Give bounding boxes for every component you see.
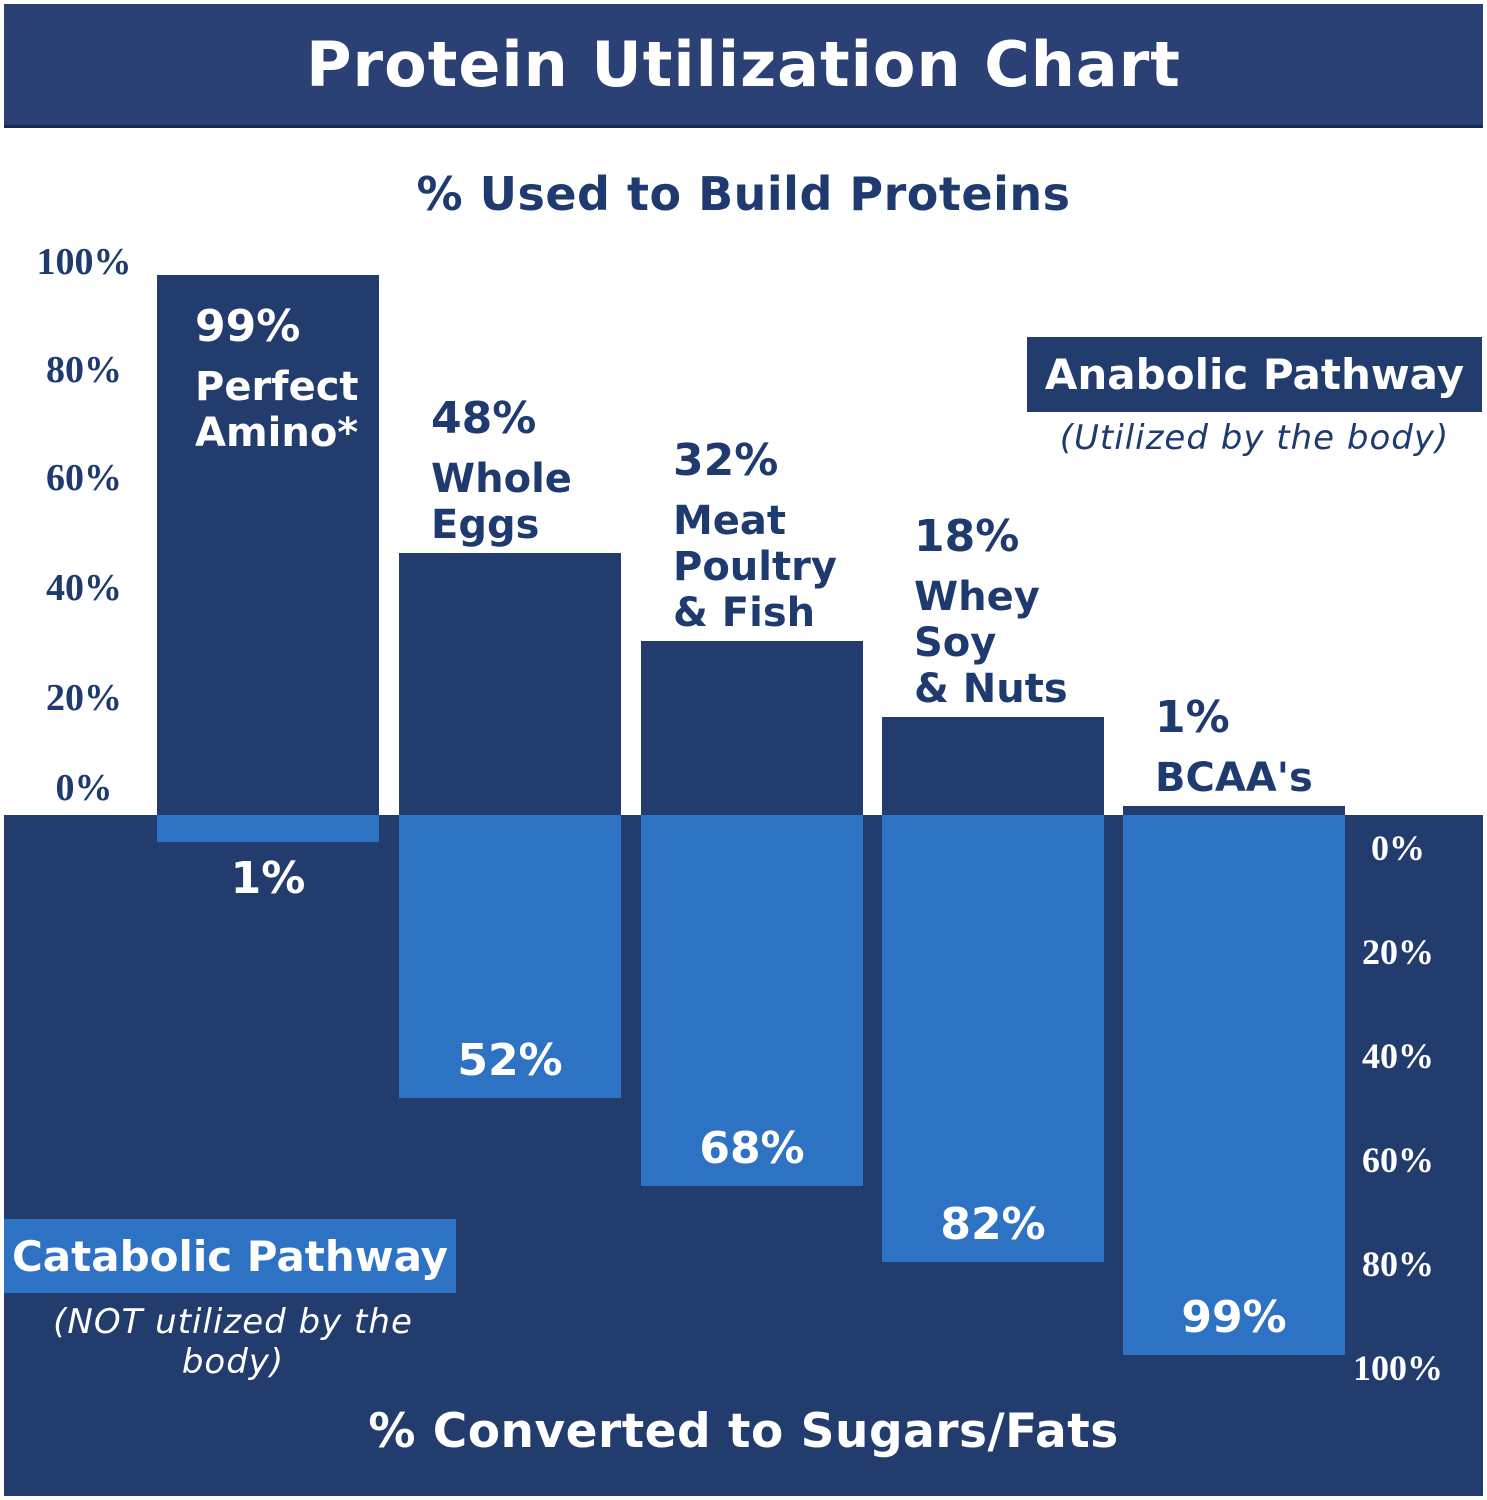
y-axis-tick-catabolic: 60% <box>1362 1140 1434 1180</box>
bar-value-anabolic: 32% <box>673 434 779 486</box>
bar-value-anabolic: 1% <box>1155 692 1230 743</box>
legend-anabolic-sublabel: (Utilized by the body) <box>1059 418 1450 458</box>
bar-anabolic <box>882 716 1104 815</box>
y-axis-tick-catabolic: 100% <box>1353 1348 1443 1388</box>
bar-category-label: & Fish <box>673 589 816 636</box>
y-axis-tick-catabolic: 80% <box>1362 1244 1434 1284</box>
y-axis-tick-anabolic: 20% <box>46 677 122 719</box>
bottom-axis-title: % Converted to Sugars/Fats <box>368 1404 1119 1459</box>
legend-catabolic-sublabel: (NOT utilized by the body) <box>53 1302 413 1382</box>
legend-catabolic-label: Catabolic Pathway <box>11 1231 449 1281</box>
title-band: Protein Utilization Chart <box>4 4 1483 128</box>
bar-label-anabolic: 1% BCAA's <box>1155 692 1313 801</box>
y-axis-tick-catabolic: 0% <box>1371 828 1425 868</box>
bar-value-anabolic: 18% <box>914 510 1020 562</box>
bar-category-label: Whole <box>431 456 572 503</box>
bar-value-catabolic: 82% <box>940 1198 1046 1250</box>
bar-catabolic <box>157 815 379 842</box>
bar-catabolic <box>1123 815 1345 1355</box>
bar-category-label: Whey <box>914 573 1040 620</box>
bar-category-label: Meat <box>673 497 787 544</box>
bar-catabolic <box>882 815 1104 1262</box>
y-axis-tick-anabolic: 80% <box>46 349 122 391</box>
bar-label-anabolic: 99% Perfect Amino* <box>195 301 359 456</box>
y-axis-tick-anabolic: 60% <box>46 457 122 499</box>
bar-value-anabolic: 99% <box>195 301 301 353</box>
bar-label-anabolic: 48% Whole Eggs <box>431 393 572 548</box>
bar-category-label: & Nuts <box>914 665 1068 712</box>
bar-value-anabolic: 48% <box>431 393 537 445</box>
bar-value-catabolic: 68% <box>699 1122 805 1174</box>
bar-label-anabolic: 32% Meat Poultry & Fish <box>673 435 837 636</box>
legend-catabolic: Catabolic Pathway <box>4 1219 456 1293</box>
y-axis-tick-anabolic: 0% <box>55 767 113 809</box>
bar-category-label: BCAA's <box>1155 755 1313 801</box>
bar-category-label: Poultry <box>673 543 837 590</box>
bar-value-catabolic: 1% <box>230 853 306 904</box>
bar-value-catabolic: 99% <box>1181 1291 1287 1343</box>
legend-anabolic: Anabolic Pathway <box>1027 337 1482 412</box>
legend-anabolic-label: Anabolic Pathway <box>1044 350 1465 399</box>
top-axis-title: % Used to Build Proteins <box>416 167 1071 221</box>
bar-label-anabolic: 18% Whey Soy & Nuts <box>914 511 1068 712</box>
bar-value-catabolic: 52% <box>457 1035 563 1087</box>
y-axis-tick-catabolic: 20% <box>1362 932 1434 972</box>
bar-catabolic <box>399 815 621 1099</box>
bar-category-label: Perfect <box>195 364 359 411</box>
bar-catabolic <box>641 815 863 1186</box>
y-axis-tick-anabolic: 40% <box>46 567 122 609</box>
page-title: Protein Utilization Chart <box>306 28 1181 101</box>
bar-category-label: Amino* <box>195 410 359 457</box>
bar-anabolic <box>157 275 379 815</box>
bar-category-label: Soy <box>914 619 997 666</box>
bar-anabolic <box>399 553 621 815</box>
bar-category-label: Eggs <box>431 502 540 549</box>
bar-anabolic <box>1123 806 1345 815</box>
y-axis-tick-catabolic: 40% <box>1362 1036 1434 1076</box>
bar-anabolic <box>641 640 863 815</box>
y-axis-tick-anabolic: 100% <box>36 241 132 283</box>
